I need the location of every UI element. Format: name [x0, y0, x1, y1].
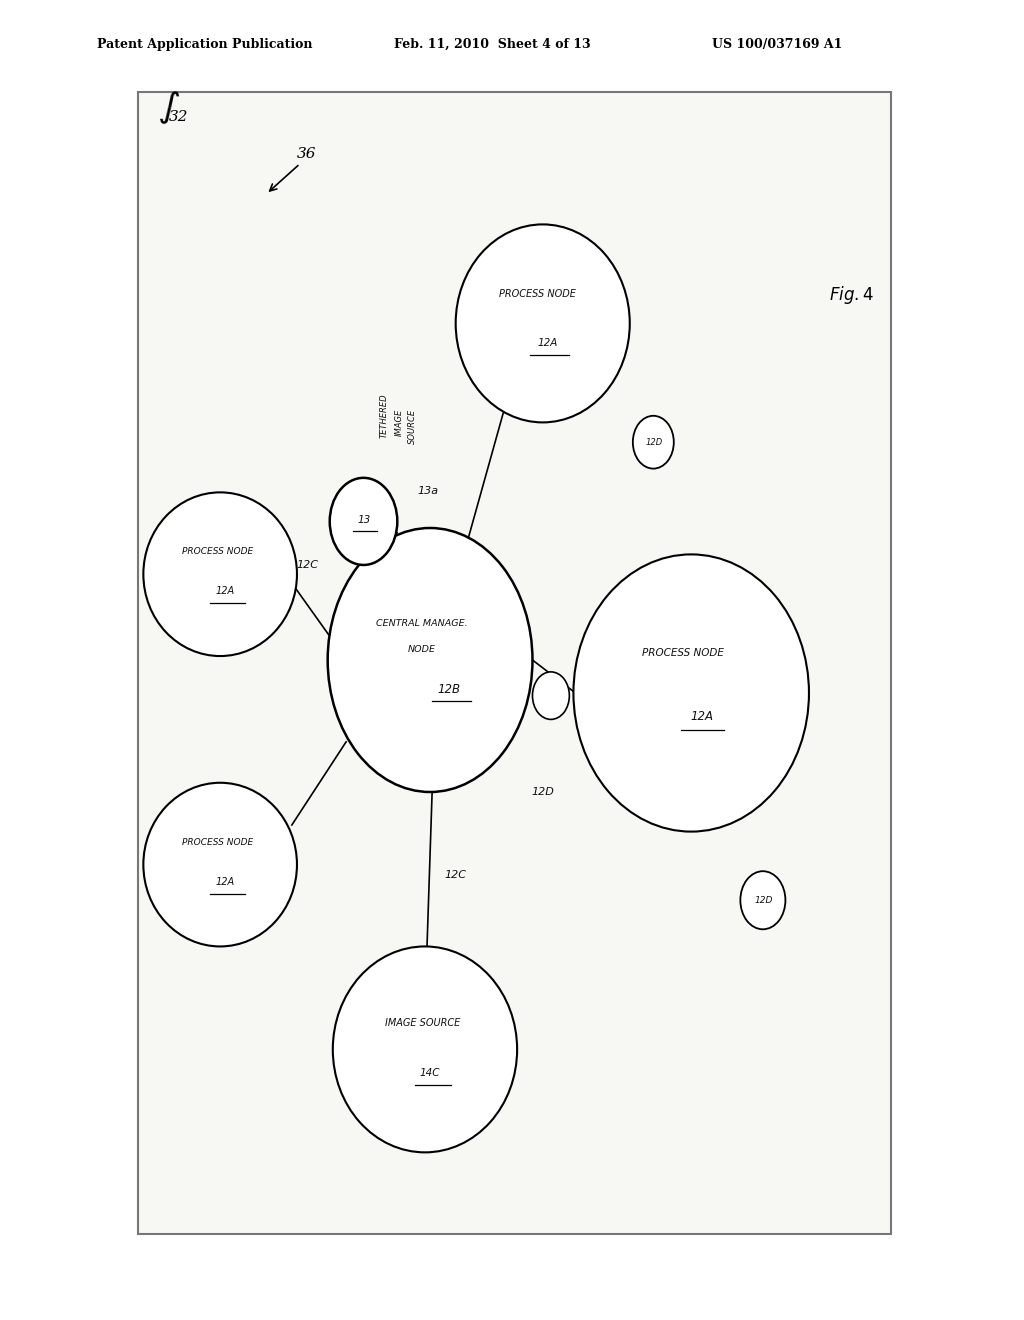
Text: NODE: NODE	[408, 645, 436, 653]
Text: SOURCE: SOURCE	[409, 409, 417, 444]
Text: 12B: 12B	[437, 682, 460, 696]
Text: 12A: 12A	[216, 876, 234, 887]
Text: 13: 13	[358, 515, 371, 525]
Text: 32: 32	[169, 111, 188, 124]
Text: 13a: 13a	[418, 486, 438, 496]
FancyBboxPatch shape	[138, 92, 891, 1234]
Text: CENTRAL MANAGE.: CENTRAL MANAGE.	[376, 619, 468, 627]
Text: Patent Application Publication: Patent Application Publication	[97, 37, 312, 50]
Text: $\int$: $\int$	[156, 87, 180, 128]
Text: Feb. 11, 2010  Sheet 4 of 13: Feb. 11, 2010 Sheet 4 of 13	[394, 37, 591, 50]
Circle shape	[532, 672, 569, 719]
Ellipse shape	[456, 224, 630, 422]
Text: 12D: 12D	[755, 896, 773, 904]
Text: PROCESS NODE: PROCESS NODE	[182, 548, 254, 556]
Text: 12C: 12C	[296, 560, 318, 570]
Circle shape	[330, 478, 397, 565]
Text: IMAGE SOURCE: IMAGE SOURCE	[385, 1018, 461, 1028]
Text: 12A: 12A	[538, 338, 558, 348]
Text: IMAGE: IMAGE	[395, 409, 403, 436]
Text: PROCESS NODE: PROCESS NODE	[642, 648, 724, 659]
Text: 12C: 12C	[444, 870, 467, 880]
Text: PROCESS NODE: PROCESS NODE	[499, 289, 577, 300]
Text: 14C: 14C	[420, 1068, 440, 1078]
Text: 36: 36	[297, 148, 316, 161]
Ellipse shape	[573, 554, 809, 832]
Text: 12A: 12A	[216, 586, 234, 597]
Circle shape	[740, 871, 785, 929]
Text: PROCESS NODE: PROCESS NODE	[182, 838, 254, 846]
Ellipse shape	[328, 528, 532, 792]
Text: US 100/037169 A1: US 100/037169 A1	[712, 37, 842, 50]
Text: $\mathit{Fig.4}$: $\mathit{Fig.4}$	[829, 284, 874, 306]
Ellipse shape	[143, 492, 297, 656]
Ellipse shape	[143, 783, 297, 946]
Text: 12A: 12A	[690, 710, 713, 723]
Text: 12D: 12D	[646, 438, 663, 446]
Text: 12D: 12D	[531, 787, 554, 797]
Text: TETHERED: TETHERED	[380, 393, 388, 438]
Ellipse shape	[333, 946, 517, 1152]
Circle shape	[633, 416, 674, 469]
